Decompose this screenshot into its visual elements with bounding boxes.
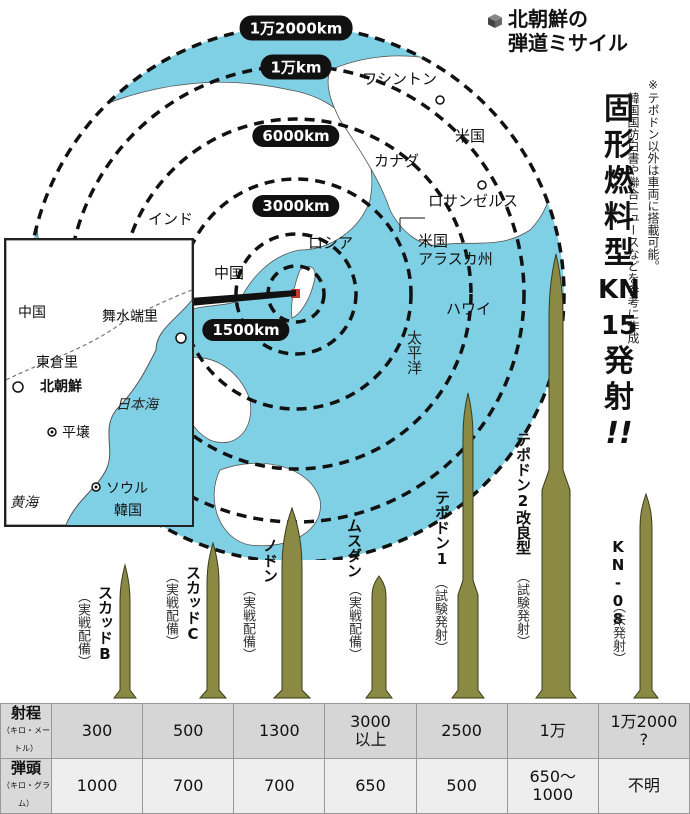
missile-status-musudan: （実戦配備） xyxy=(346,583,361,661)
missile-name-kn-08: KN-08 xyxy=(609,538,627,628)
missile-status-scud-b: （実戦配備） xyxy=(75,590,90,668)
map-label-india: インド xyxy=(148,210,194,228)
range-cell: 3000 以上 xyxy=(324,703,417,759)
map-label-hawaii: ハワイ xyxy=(446,300,492,318)
map-label-usa: 米国 xyxy=(455,127,486,145)
range-header: 射程 （キロ・メートル） xyxy=(0,703,52,759)
missile-name-nodong: ノドン xyxy=(261,538,279,583)
inset-pointer xyxy=(190,290,296,306)
warhead-cell: 700 xyxy=(142,758,235,814)
inset-label-pyongyang: 平壌 xyxy=(62,425,90,441)
missile-name-taepodong-2: テポドン2改良型 xyxy=(514,432,532,555)
ring-label-12000km: 1万2000km xyxy=(239,15,353,41)
headline-char: 形 xyxy=(604,128,634,163)
missile-name-scud-c: スカッドC xyxy=(184,565,202,643)
missile-status-taepodong-1: （試験発射） xyxy=(432,576,447,654)
missile-status-nodong: （実戦配備） xyxy=(240,583,255,661)
headline-char: 固 xyxy=(604,92,634,127)
range-cell: 300 xyxy=(50,703,144,759)
inset-label-china: 中国 xyxy=(18,305,46,321)
map-label-china: 中国 xyxy=(214,264,245,282)
map-label-washington: ワシントン xyxy=(362,70,438,88)
warhead-cell: 500 xyxy=(415,758,508,814)
missile-lineup xyxy=(113,253,659,699)
missile-status-scud-c: （実戦配備） xyxy=(163,570,178,648)
headline-char: 燃 xyxy=(604,164,634,199)
range-cell: 500 xyxy=(142,703,235,759)
inset-label-seoul: ソウル xyxy=(106,481,148,497)
warhead-cell: 650 xyxy=(324,758,417,814)
washington-marker xyxy=(435,95,445,105)
title-line-2: 弾道ミサイル xyxy=(508,31,628,55)
note-line-2: 韓国国防白書や聯合ニュースなどを参考に作成 xyxy=(626,92,640,344)
range-header-label: 射程 xyxy=(10,704,41,722)
ring-label-6000km: 6000km xyxy=(252,125,340,147)
map-label-russia: ロシア xyxy=(308,234,354,252)
inset-label-yellow-sea: 黄海 xyxy=(10,495,38,511)
warhead-header-label: 弾頭 xyxy=(10,759,41,777)
warhead-cell: 650〜 1000 xyxy=(506,758,599,814)
ring-label-3000km: 3000km xyxy=(252,195,340,217)
map-label-pacific: 太平洋 xyxy=(405,330,423,375)
range-cell: 2500 xyxy=(415,703,508,759)
ring-label-1500km: 1500km xyxy=(202,319,290,341)
headline-char: !! xyxy=(605,416,633,451)
missile-name-musudan: ムスダン xyxy=(345,518,363,578)
range-cell: 1万 xyxy=(506,703,599,759)
ring-label-10000km: 1万km xyxy=(260,54,332,80)
korea-inset-map: 中国 舞水端里 東倉里 北朝鮮 日本海 平壌 ソウル 韓国 黄海 xyxy=(4,238,194,527)
warhead-cell: 1000 xyxy=(50,758,144,814)
headline-vertical: 固 形 燃 料 型 KN 15 発 射 !! xyxy=(596,92,642,452)
headline-char: 型 xyxy=(604,236,634,271)
headline-char: 料 xyxy=(604,200,634,235)
inset-label-north-korea: 北朝鮮 xyxy=(40,379,82,395)
range-cell: 1万2000 ? xyxy=(597,703,690,759)
title-block: 北朝鮮の 弾道ミサイル xyxy=(488,8,688,68)
warhead-header: 弾頭 （キロ・グラム） xyxy=(0,758,52,814)
inset-label-musudan-ri: 舞水端里 xyxy=(102,309,158,325)
table-row-range: 射程 （キロ・メートル） 300 500 1300 3000 以上 2500 1… xyxy=(0,703,690,759)
title-line-1: 北朝鮮の xyxy=(508,7,588,31)
map-label-canada: カナダ xyxy=(374,152,420,170)
note-line-1: ※テポドン以外は車両に搭載可能。 xyxy=(646,78,660,272)
missile-shapes xyxy=(113,253,659,699)
headline-char: 発 xyxy=(604,344,634,379)
headline-char: 射 xyxy=(604,380,634,415)
headline-char: 15 xyxy=(600,311,638,341)
inset-label-sea-of-japan: 日本海 xyxy=(116,397,158,413)
warhead-cell: 700 xyxy=(233,758,326,814)
inset-label-south-korea: 韓国 xyxy=(114,503,142,519)
map-label-alaska: 米国 アラスカ州 xyxy=(418,232,493,268)
headline-char: KN xyxy=(598,275,640,305)
spec-table: 射程 （キロ・メートル） 300 500 1300 3000 以上 2500 1… xyxy=(0,703,690,814)
inset-shapes xyxy=(6,240,192,525)
warhead-header-unit: （キロ・グラム） xyxy=(2,781,50,808)
los-angeles-marker xyxy=(477,180,487,190)
missile-name-taepodong-1: テポドン1 xyxy=(433,490,451,568)
cube-icon xyxy=(488,14,502,28)
missile-status-taepodong-2: （試験発射） xyxy=(514,570,529,648)
inset-label-tongchang-ri: 東倉里 xyxy=(36,355,78,371)
map-label-los-angeles: ロサンゼルス xyxy=(428,192,519,210)
missile-name-scud-b: スカッドB xyxy=(96,585,114,663)
range-cell: 1300 xyxy=(233,703,326,759)
warhead-cell: 不明 xyxy=(597,758,690,814)
missile-status-kn-08: （未発射） xyxy=(610,600,625,665)
range-header-unit: （キロ・メートル） xyxy=(2,726,50,753)
table-row-warhead: 弾頭 （キロ・グラム） 1000 700 700 650 500 650〜 10… xyxy=(0,758,690,814)
